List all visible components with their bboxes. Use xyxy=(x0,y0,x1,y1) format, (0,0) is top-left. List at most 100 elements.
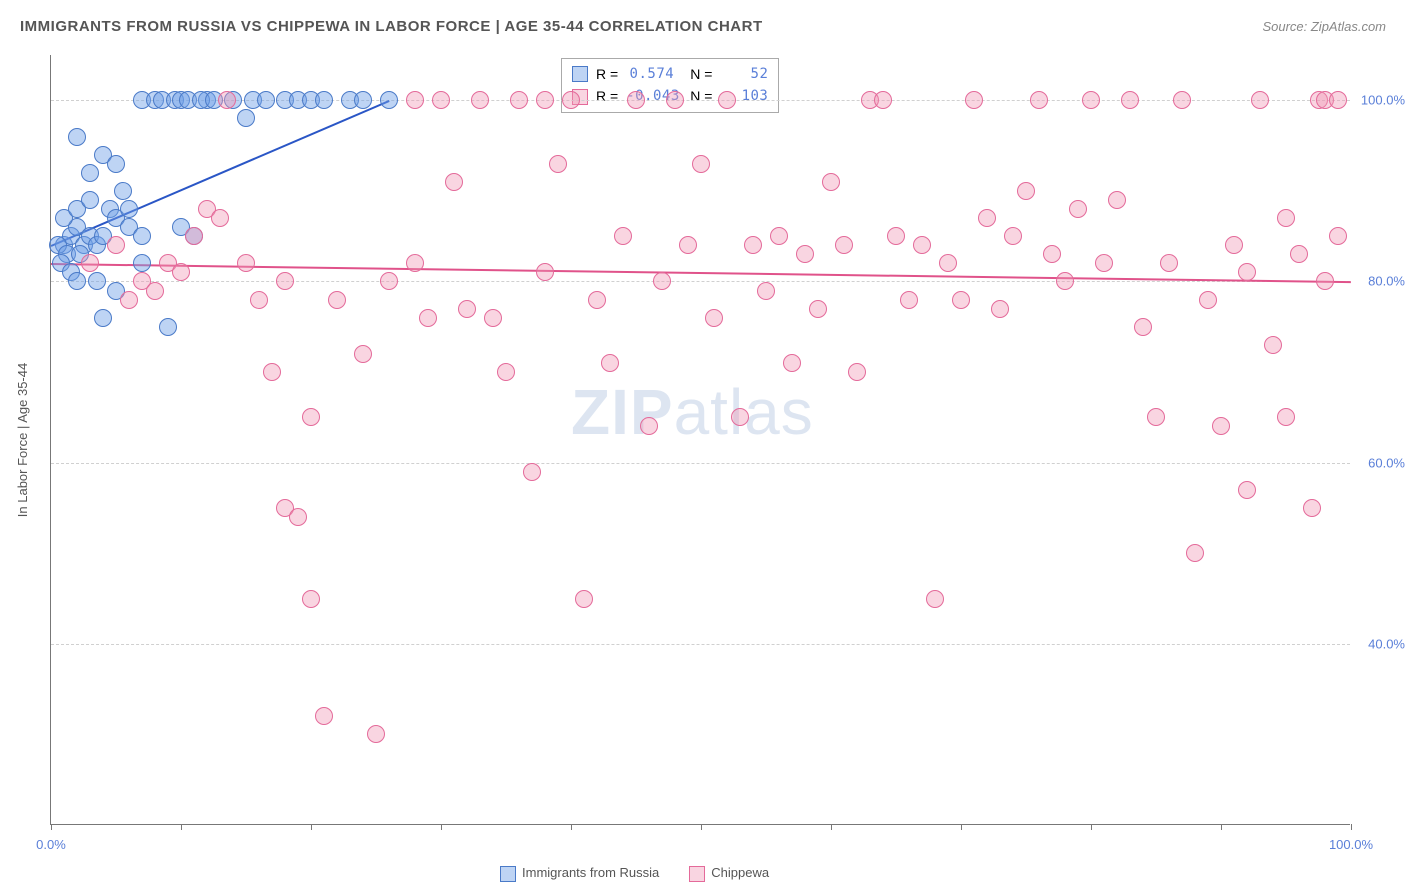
data-point xyxy=(666,91,684,109)
data-point xyxy=(1238,263,1256,281)
x-tick xyxy=(441,824,442,830)
data-point xyxy=(991,300,1009,318)
data-point xyxy=(484,309,502,327)
data-point xyxy=(354,345,372,363)
data-point xyxy=(926,590,944,608)
data-point xyxy=(1316,272,1334,290)
data-point xyxy=(94,309,112,327)
data-point xyxy=(133,227,151,245)
data-point xyxy=(705,309,723,327)
data-point xyxy=(874,91,892,109)
data-point xyxy=(1264,336,1282,354)
legend-swatch xyxy=(500,866,516,882)
data-point xyxy=(1199,291,1217,309)
x-tick xyxy=(1351,824,1352,830)
data-point xyxy=(835,236,853,254)
data-point xyxy=(965,91,983,109)
legend-swatch xyxy=(689,866,705,882)
x-tick xyxy=(1221,824,1222,830)
data-point xyxy=(458,300,476,318)
data-point xyxy=(68,128,86,146)
data-point xyxy=(367,725,385,743)
bottom-legend: Immigrants from RussiaChippewa xyxy=(500,865,769,882)
data-point xyxy=(640,417,658,435)
data-point xyxy=(848,363,866,381)
data-point xyxy=(1277,209,1295,227)
stat-n-label: N = xyxy=(690,85,712,107)
data-point xyxy=(250,291,268,309)
stat-r-value: 0.574 xyxy=(626,63,674,85)
data-point xyxy=(159,318,177,336)
x-tick xyxy=(571,824,572,830)
y-tick-label: 60.0% xyxy=(1368,455,1405,470)
data-point xyxy=(744,236,762,254)
data-point xyxy=(1056,272,1074,290)
y-axis-label: In Labor Force | Age 35-44 xyxy=(15,363,30,517)
data-point xyxy=(302,590,320,608)
data-point xyxy=(81,191,99,209)
data-point xyxy=(1251,91,1269,109)
data-point xyxy=(406,91,424,109)
data-point xyxy=(913,236,931,254)
x-tick xyxy=(51,824,52,830)
legend-item: Chippewa xyxy=(689,865,769,882)
data-point xyxy=(1095,254,1113,272)
data-point xyxy=(497,363,515,381)
data-point xyxy=(627,91,645,109)
data-point xyxy=(120,291,138,309)
data-point xyxy=(120,200,138,218)
data-point xyxy=(1160,254,1178,272)
data-point xyxy=(185,227,203,245)
title-bar: IMMIGRANTS FROM RUSSIA VS CHIPPEWA IN LA… xyxy=(20,18,1386,35)
data-point xyxy=(257,91,275,109)
gridline xyxy=(51,281,1350,282)
data-point xyxy=(809,300,827,318)
data-point xyxy=(1134,318,1152,336)
data-point xyxy=(757,282,775,300)
data-point xyxy=(1082,91,1100,109)
data-point xyxy=(68,272,86,290)
data-point xyxy=(510,91,528,109)
data-point xyxy=(276,272,294,290)
data-point xyxy=(88,272,106,290)
data-point xyxy=(107,155,125,173)
data-point xyxy=(172,263,190,281)
stat-n-label: N = xyxy=(690,63,712,85)
scatter-plot: ZIPatlas R =0.574N =52R =-0.043N =103 40… xyxy=(50,55,1350,825)
data-point xyxy=(237,109,255,127)
y-tick-label: 80.0% xyxy=(1368,274,1405,289)
data-point xyxy=(289,508,307,526)
data-point xyxy=(302,408,320,426)
data-point xyxy=(952,291,970,309)
data-point xyxy=(1121,91,1139,109)
data-point xyxy=(783,354,801,372)
x-tick xyxy=(831,824,832,830)
data-point xyxy=(1017,182,1035,200)
data-point xyxy=(900,291,918,309)
data-point xyxy=(614,227,632,245)
data-point xyxy=(1303,499,1321,517)
data-point xyxy=(81,164,99,182)
data-point xyxy=(731,408,749,426)
x-tick xyxy=(701,824,702,830)
data-point xyxy=(1004,227,1022,245)
data-point xyxy=(536,91,554,109)
data-point xyxy=(1277,408,1295,426)
data-point xyxy=(237,254,255,272)
data-point xyxy=(1238,481,1256,499)
stat-r-label: R = xyxy=(596,63,618,85)
x-tick-label: 0.0% xyxy=(36,837,66,852)
data-point xyxy=(536,263,554,281)
data-point xyxy=(315,91,333,109)
data-point xyxy=(549,155,567,173)
data-point xyxy=(1147,408,1165,426)
data-point xyxy=(218,91,236,109)
data-point xyxy=(406,254,424,272)
data-point xyxy=(1186,544,1204,562)
gridline xyxy=(51,463,1350,464)
data-point xyxy=(263,363,281,381)
data-point xyxy=(81,254,99,272)
legend-label: Chippewa xyxy=(711,865,769,880)
x-tick xyxy=(311,824,312,830)
data-point xyxy=(1225,236,1243,254)
